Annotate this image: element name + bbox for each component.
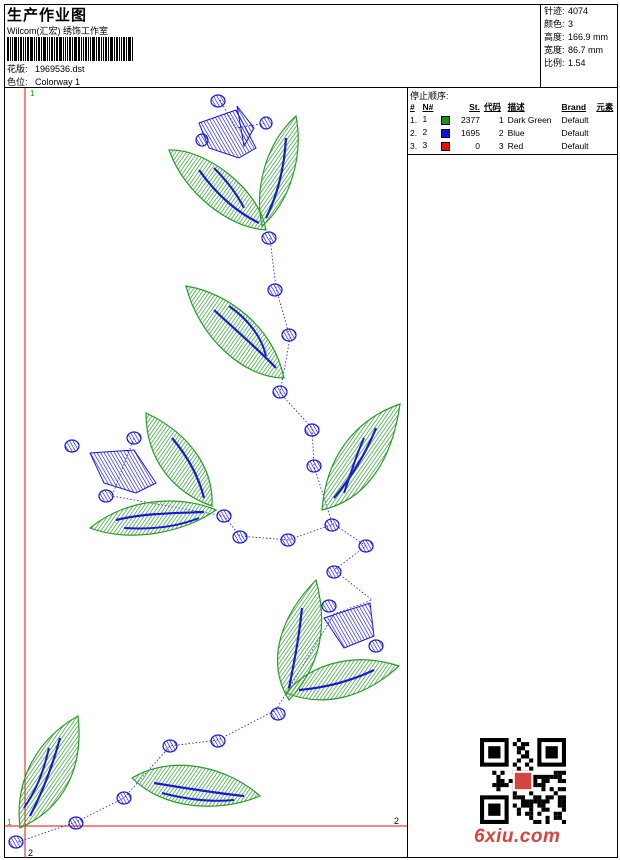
- row-needle: 2: [422, 127, 428, 138]
- col-index: #: [410, 101, 415, 112]
- barcode: [7, 37, 143, 61]
- row-desc: Red: [507, 140, 524, 151]
- table-row[interactable]: 1. 1 2377 1 Dark Green Default: [408, 113, 618, 126]
- marker-right: 2: [394, 816, 399, 826]
- row-brand: Default: [561, 114, 589, 125]
- table-header-row: # N# St. 代码 描述 Brand 元素: [408, 100, 618, 113]
- color-swatch: [441, 115, 451, 125]
- stat-width: 宽度: 86.7 mm: [544, 45, 604, 55]
- stat-height: 高度: 166.9 mm: [544, 32, 609, 42]
- stat-scale: 比例: 1.54: [544, 58, 586, 68]
- pattern-line: 花版: 1969536.dst: [7, 62, 85, 75]
- row-needle: 1: [422, 114, 428, 125]
- leaf-cluster-lower: [276, 578, 401, 701]
- color-swatch: [441, 141, 451, 151]
- row-needle: 3: [422, 140, 428, 151]
- design-canvas[interactable]: 1 2 1 2: [4, 88, 408, 858]
- row-code: 1: [498, 114, 504, 125]
- panel-divider: [408, 154, 618, 155]
- colorway-label: 色位:: [7, 77, 28, 87]
- leaf-right: [321, 403, 401, 511]
- row-index: 1.: [410, 114, 418, 125]
- header: 生产作业图 Wilcom(汇宏) 绣饰工作室 花版: 1969536.dst 色位…: [4, 4, 618, 88]
- colorway-line: 色位: Colorway 1: [7, 75, 80, 88]
- leaf-upper-mid: [185, 285, 285, 379]
- pattern-value: 1969536.dst: [35, 64, 85, 74]
- table-row[interactable]: 3. 3 0 3 Red Default: [408, 139, 618, 152]
- color-sequence-panel: 停止顺序: # N# St. 代码 描述 Brand 元素 1. 1 2377 1 Da…: [408, 88, 618, 858]
- satin-dots: [8, 94, 384, 849]
- marker-bottom: 2: [28, 848, 33, 858]
- watermark-site: 6xiu.com: [474, 826, 561, 847]
- color-swatch: [441, 128, 451, 138]
- embroidery-preview: 1 2 1 2: [4, 88, 407, 858]
- marker-bottom-left: 1: [7, 818, 12, 827]
- table-row[interactable]: 2. 2 1695 2 Blue Default: [408, 126, 618, 139]
- col-element: 元素: [596, 101, 614, 112]
- page-frame: [4, 4, 618, 858]
- row-stitches: 1695: [461, 127, 480, 138]
- leaf-bottom-middle: [131, 764, 262, 807]
- stats-box: 针迹: 4074 颜色: 3 高度: 166.9 mm 宽度: 86.7 mm 比例: 1…: [540, 4, 618, 87]
- row-element: [594, 126, 618, 139]
- colorway-value: Colorway 1: [35, 77, 81, 87]
- jump-path: [17, 237, 373, 843]
- row-code: 2: [498, 127, 504, 138]
- leaf-bottom-left: [18, 715, 80, 829]
- page-title: 生产作业图: [7, 7, 88, 24]
- row-stitches: 2377: [461, 114, 480, 125]
- row-brand: Default: [561, 140, 589, 151]
- row-code: 3: [498, 140, 504, 151]
- col-stitches: St.: [469, 101, 480, 112]
- row-index: 2.: [410, 127, 418, 138]
- qr-code-icon: [480, 738, 566, 824]
- pattern-label: 花版:: [7, 64, 28, 74]
- row-desc: Blue: [507, 127, 525, 138]
- row-index: 3.: [410, 140, 418, 151]
- col-needle: N#: [422, 101, 434, 112]
- col-brand: Brand: [561, 101, 587, 112]
- col-code: 代码: [483, 101, 501, 112]
- row-stitches: 0: [475, 140, 480, 151]
- leaf-cluster-top: [168, 105, 299, 231]
- row-brand: Default: [561, 127, 589, 138]
- stat-colors: 颜色: 3: [544, 19, 574, 29]
- col-desc: 描述: [507, 101, 525, 112]
- row-element: [594, 113, 618, 126]
- panel-title: 停止顺序:: [410, 91, 449, 101]
- stat-stitches: 针迹: 4074: [544, 6, 589, 16]
- company-name: Wilcom(汇宏) 绣饰工作室: [7, 26, 108, 36]
- color-table: # N# St. 代码 描述 Brand 元素 1. 1 2377 1 Dark Gre…: [408, 100, 618, 152]
- marker-top: 1: [30, 89, 35, 98]
- row-element: [594, 139, 618, 152]
- row-desc: Dark Green: [507, 114, 552, 125]
- leaf-cluster-left: [88, 412, 218, 536]
